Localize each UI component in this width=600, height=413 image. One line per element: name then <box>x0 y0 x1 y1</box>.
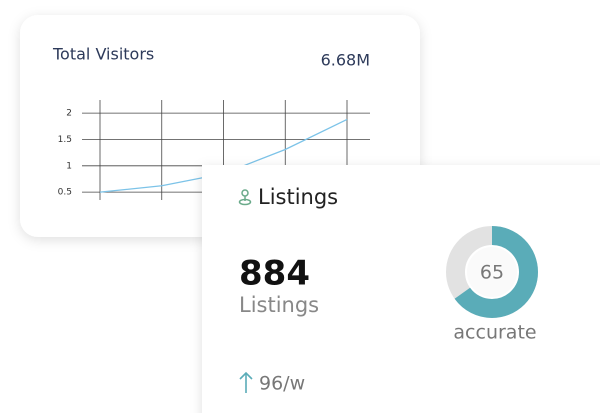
y-tick-label: 1 <box>66 161 72 171</box>
gauge-value: 65 <box>480 262 504 284</box>
y-tick-label: 1.5 <box>58 135 72 145</box>
pin-icon <box>238 189 252 206</box>
listings-title: Listings <box>258 185 338 209</box>
gauge-label: accurate <box>453 322 536 344</box>
rate: 96/w <box>259 373 305 395</box>
y-tick-label: 0.5 <box>58 188 72 198</box>
listings-label: Listings <box>239 293 319 317</box>
y-tick-label: 2 <box>66 109 72 119</box>
listings-count: 884 <box>239 254 310 294</box>
total-value: 6.68M <box>321 51 370 70</box>
up-arrow <box>239 371 253 393</box>
gauge: 65 accurate <box>446 226 538 344</box>
gauge-center <box>467 247 517 297</box>
gauge-arc <box>446 226 538 318</box>
card-title: Total Visitors <box>52 45 154 64</box>
